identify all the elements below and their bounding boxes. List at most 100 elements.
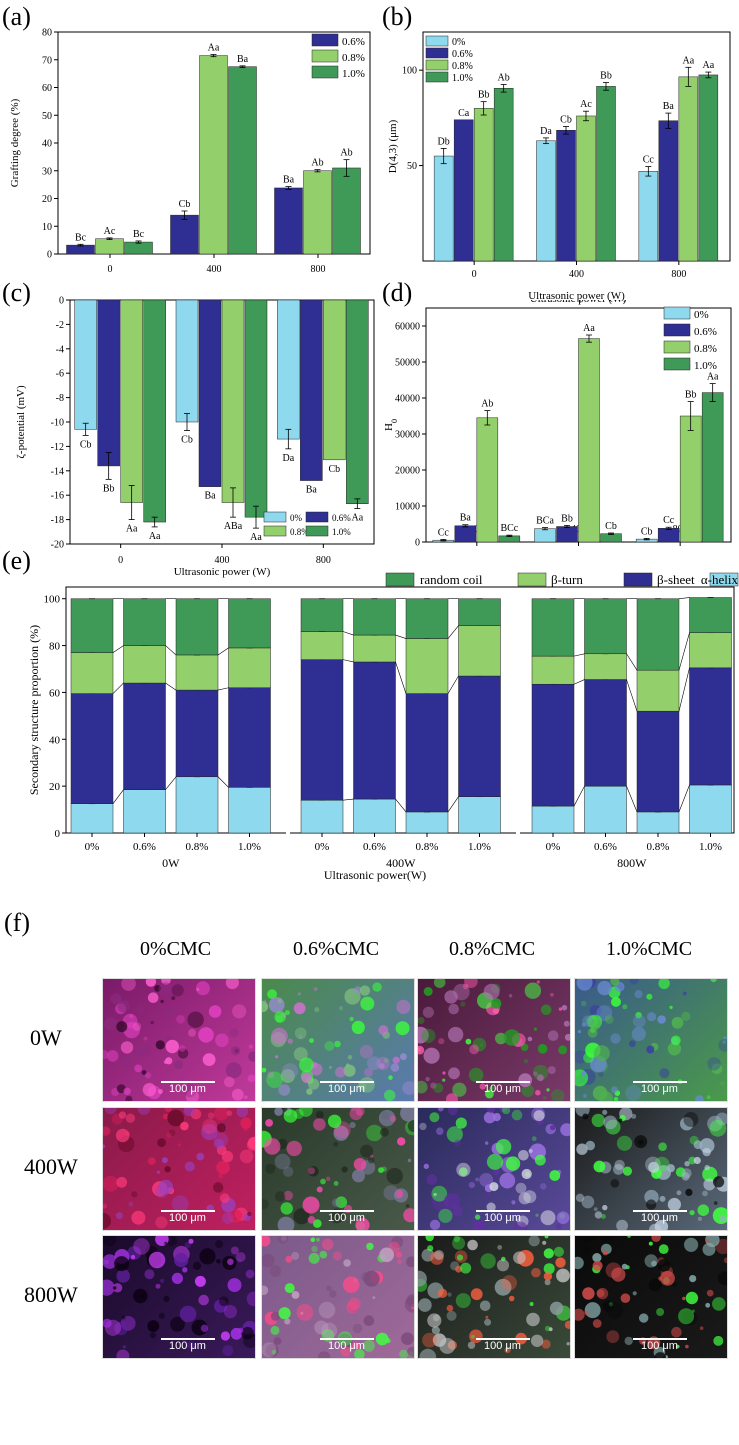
micrograph-speck	[647, 1012, 657, 1022]
micrograph-speck	[294, 1027, 307, 1040]
micrograph-speck	[592, 1085, 608, 1101]
micrograph-speck	[263, 1138, 281, 1155]
micrograph-speck	[154, 985, 161, 992]
micrograph-speck	[363, 1270, 380, 1287]
micrograph-speck	[127, 1246, 142, 1260]
micrograph-speck	[448, 1003, 459, 1015]
micrograph-speck	[550, 1124, 556, 1131]
micrograph-speck	[713, 1201, 718, 1205]
micrograph-speck	[366, 1242, 374, 1251]
micrograph-speck	[332, 1198, 341, 1207]
b-bar	[658, 120, 679, 262]
micrograph-speck	[349, 1016, 354, 1022]
micrograph-speck	[184, 1161, 195, 1172]
micrograph-speck	[283, 1190, 293, 1201]
e-connector-line	[112, 645, 124, 653]
a-y-tick-label: 70	[42, 55, 52, 66]
micrograph-speck	[635, 1012, 642, 1019]
b-bar	[493, 88, 514, 262]
micrograph-speck	[360, 1144, 374, 1158]
c-x-axis-label: Ultrasonic power (W)	[174, 566, 271, 578]
a-legend-swatch	[311, 33, 339, 47]
micrograph-speck	[587, 1014, 603, 1029]
micrograph-image: 100 μm	[261, 1107, 415, 1231]
micrograph-speck	[337, 1333, 353, 1349]
micrograph-speck	[558, 1045, 568, 1055]
micrograph-speck	[582, 1113, 589, 1120]
b-x-tick-label: 800	[671, 269, 686, 280]
micrograph-speck	[364, 998, 369, 1003]
e-connector-line	[626, 786, 638, 813]
micrograph-speck	[364, 1067, 373, 1077]
micrograph-speck	[268, 997, 285, 1013]
micrograph-speck	[469, 1044, 479, 1055]
scale-bar-label: 100 μm	[169, 1212, 206, 1224]
micrograph-speck	[542, 1096, 547, 1100]
c-data-label: Ba	[204, 491, 216, 502]
micrograph-speck	[448, 1067, 460, 1080]
micrograph-speck	[335, 1066, 346, 1078]
micrograph-speck	[669, 1005, 673, 1009]
micrograph-speck	[431, 1185, 448, 1202]
micrograph-speck	[460, 1262, 472, 1274]
b-data-label: Cb	[560, 114, 572, 125]
c-bar	[198, 299, 222, 487]
b-legend-swatch	[425, 71, 449, 83]
micrograph-speck	[438, 1108, 444, 1112]
micrograph-speck	[638, 1139, 644, 1145]
b-legend-label: 1.0%	[452, 73, 473, 84]
micrograph-speck	[193, 1261, 202, 1270]
micrograph-speck	[711, 1063, 723, 1075]
chart-b-particle-size: 50 100 D(4,3) (μm) 0 Db Ca Bb Ab 400 Da Cb Ac Bb 800 C…	[387, 31, 731, 302]
e-x-tick-label: 0%	[85, 841, 100, 853]
e-stack-segment	[300, 631, 344, 660]
micrograph-speck	[518, 1073, 533, 1088]
micrograph-speck	[297, 992, 301, 996]
e-legend-label: β-turn	[551, 572, 583, 587]
micrograph-speck	[699, 1138, 715, 1154]
scale-bar-label: 100 μm	[328, 1083, 365, 1095]
micrograph-speck	[103, 1126, 111, 1136]
micrograph-speck	[718, 1038, 727, 1052]
e-group-label: 0W	[162, 856, 180, 870]
micrograph-speck	[670, 1035, 681, 1046]
scale-bar	[476, 1338, 530, 1340]
micrograph-speck	[378, 1025, 389, 1036]
micrograph-speck	[624, 1336, 633, 1346]
c-data-label: Aa	[149, 531, 161, 542]
micrograph-speck	[427, 1313, 442, 1328]
micrograph-speck	[502, 1108, 511, 1115]
micrograph-speck	[270, 1325, 280, 1335]
micrograph-speck	[658, 1244, 669, 1254]
c-y-tick-label: -20	[51, 540, 64, 551]
micrograph-speck	[702, 1166, 718, 1182]
micrograph-speck	[528, 1149, 533, 1153]
micrograph-speck	[188, 1238, 194, 1244]
micrograph-speck	[329, 1208, 345, 1224]
a-legend-swatch	[311, 65, 339, 79]
micrograph-speck	[158, 982, 173, 997]
e-stack-segment	[458, 675, 501, 797]
d-x-axis-label: Ultrasonic power (W)	[530, 300, 627, 305]
e-stack-segment	[70, 803, 114, 834]
a-x-tick-label: 400	[207, 264, 222, 275]
micrograph-speck	[536, 980, 540, 984]
micrograph-speck	[611, 1267, 626, 1282]
micrograph-speck	[622, 1004, 628, 1010]
scale-bar	[633, 1338, 687, 1340]
micrograph-speck	[142, 1083, 157, 1097]
micrograph-speck	[170, 1316, 185, 1332]
scale-bar	[161, 1081, 215, 1083]
micrograph-speck	[489, 1182, 499, 1192]
micrograph-speck	[262, 1285, 269, 1296]
micrograph-speck	[213, 1182, 224, 1193]
micrograph-speck	[224, 1076, 235, 1088]
micrograph-speck	[616, 1135, 633, 1151]
micrograph-speck	[702, 1147, 711, 1157]
micrograph-speck	[689, 1275, 697, 1283]
e-legend-swatch	[623, 572, 653, 587]
micrograph-speck	[719, 1215, 727, 1223]
micrograph-speck	[585, 1140, 595, 1151]
micrograph-speck	[299, 1108, 313, 1117]
micrograph-speck	[155, 1184, 169, 1198]
